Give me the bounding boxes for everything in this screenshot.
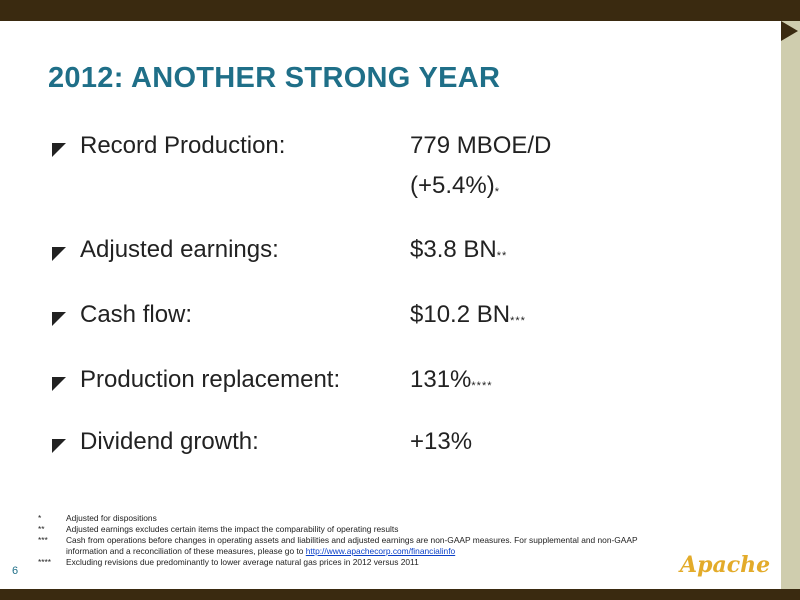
bullet-triangle-icon	[52, 312, 66, 326]
bullet-value: (+5.4%)*	[410, 172, 500, 206]
financial-info-link[interactable]: http://www.apachecorp.com/financialinfo	[305, 546, 456, 556]
bullet-dividend-growth: Dividend growth: +13%	[0, 428, 780, 468]
page-number: 6	[12, 565, 19, 577]
footnote-mark: ****	[38, 557, 52, 567]
bullet-triangle-icon	[52, 247, 66, 261]
bullet-triangle-icon	[52, 439, 66, 453]
footnote-mark: **	[496, 250, 508, 262]
footnote-mark: *	[38, 513, 42, 523]
bullet-triangle-icon	[52, 377, 66, 391]
bullet-record-production-line2: (+5.4%)*	[0, 172, 780, 212]
footnote-mark: ***	[510, 315, 526, 327]
bullet-value-text: $3.8 BN	[410, 236, 497, 263]
apache-logo: Apache	[680, 552, 771, 578]
bullet-value-text: $10.2 BN	[410, 301, 511, 328]
footnote-text: Adjusted earnings excludes certain items…	[66, 524, 399, 534]
bullet-triangle-icon	[52, 143, 66, 157]
bullet-value: 779 MBOE/D	[410, 132, 551, 160]
bullet-label: Production replacement:	[80, 366, 341, 393]
bullet-production-replacement: Production replacement: 131%****	[0, 366, 780, 406]
side-triangle-icon	[781, 21, 798, 41]
bullet-value-text: 779 MBOE/D	[410, 132, 552, 159]
footnote-text-body: Cash from operations before changes in o…	[66, 535, 638, 556]
bullet-value-text: 131%	[410, 366, 472, 393]
bullet-record-production: Record Production: 779 MBOE/D	[0, 132, 780, 172]
footnote: * Adjusted for dispositions	[38, 513, 666, 524]
bottom-bar	[0, 589, 800, 600]
bullet-value-text: +13%	[410, 428, 473, 455]
footnotes: * Adjusted for dispositions ** Adjusted …	[38, 513, 666, 568]
footnote-text: Cash from operations before changes in o…	[66, 535, 666, 557]
slide-title: 2012: ANOTHER STRONG YEAR	[48, 62, 501, 94]
footnote-mark: ****	[471, 380, 493, 392]
bullet-value: +13%	[410, 428, 472, 456]
bullet-label: Record Production:	[80, 132, 286, 159]
bullet-value: 131%****	[410, 366, 493, 400]
footnote-text: Excluding revisions due predominantly to…	[66, 557, 419, 567]
footnote: ** Adjusted earnings excludes certain it…	[38, 524, 666, 535]
side-band	[781, 21, 800, 589]
top-bar	[0, 0, 800, 21]
bullet-value: $10.2 BN***	[410, 301, 526, 335]
bullet-label: Cash flow:	[80, 301, 193, 328]
bullet-value-text: (+5.4%)	[410, 172, 495, 199]
footnote-mark: ***	[38, 535, 48, 545]
footnote: **** Excluding revisions due predominant…	[38, 557, 666, 568]
footnote-mark: **	[38, 524, 45, 534]
bullet-adjusted-earnings: Adjusted earnings: $3.8 BN**	[0, 236, 780, 276]
footnote: *** Cash from operations before changes …	[38, 535, 666, 557]
bullet-cash-flow: Cash flow: $10.2 BN***	[0, 301, 780, 341]
bullet-label: Adjusted earnings:	[80, 236, 279, 263]
footnote-mark: *	[494, 186, 500, 198]
bullet-label: Dividend growth:	[80, 428, 259, 455]
bullet-value: $3.8 BN**	[410, 236, 507, 270]
footnote-text: Adjusted for dispositions	[66, 513, 157, 523]
